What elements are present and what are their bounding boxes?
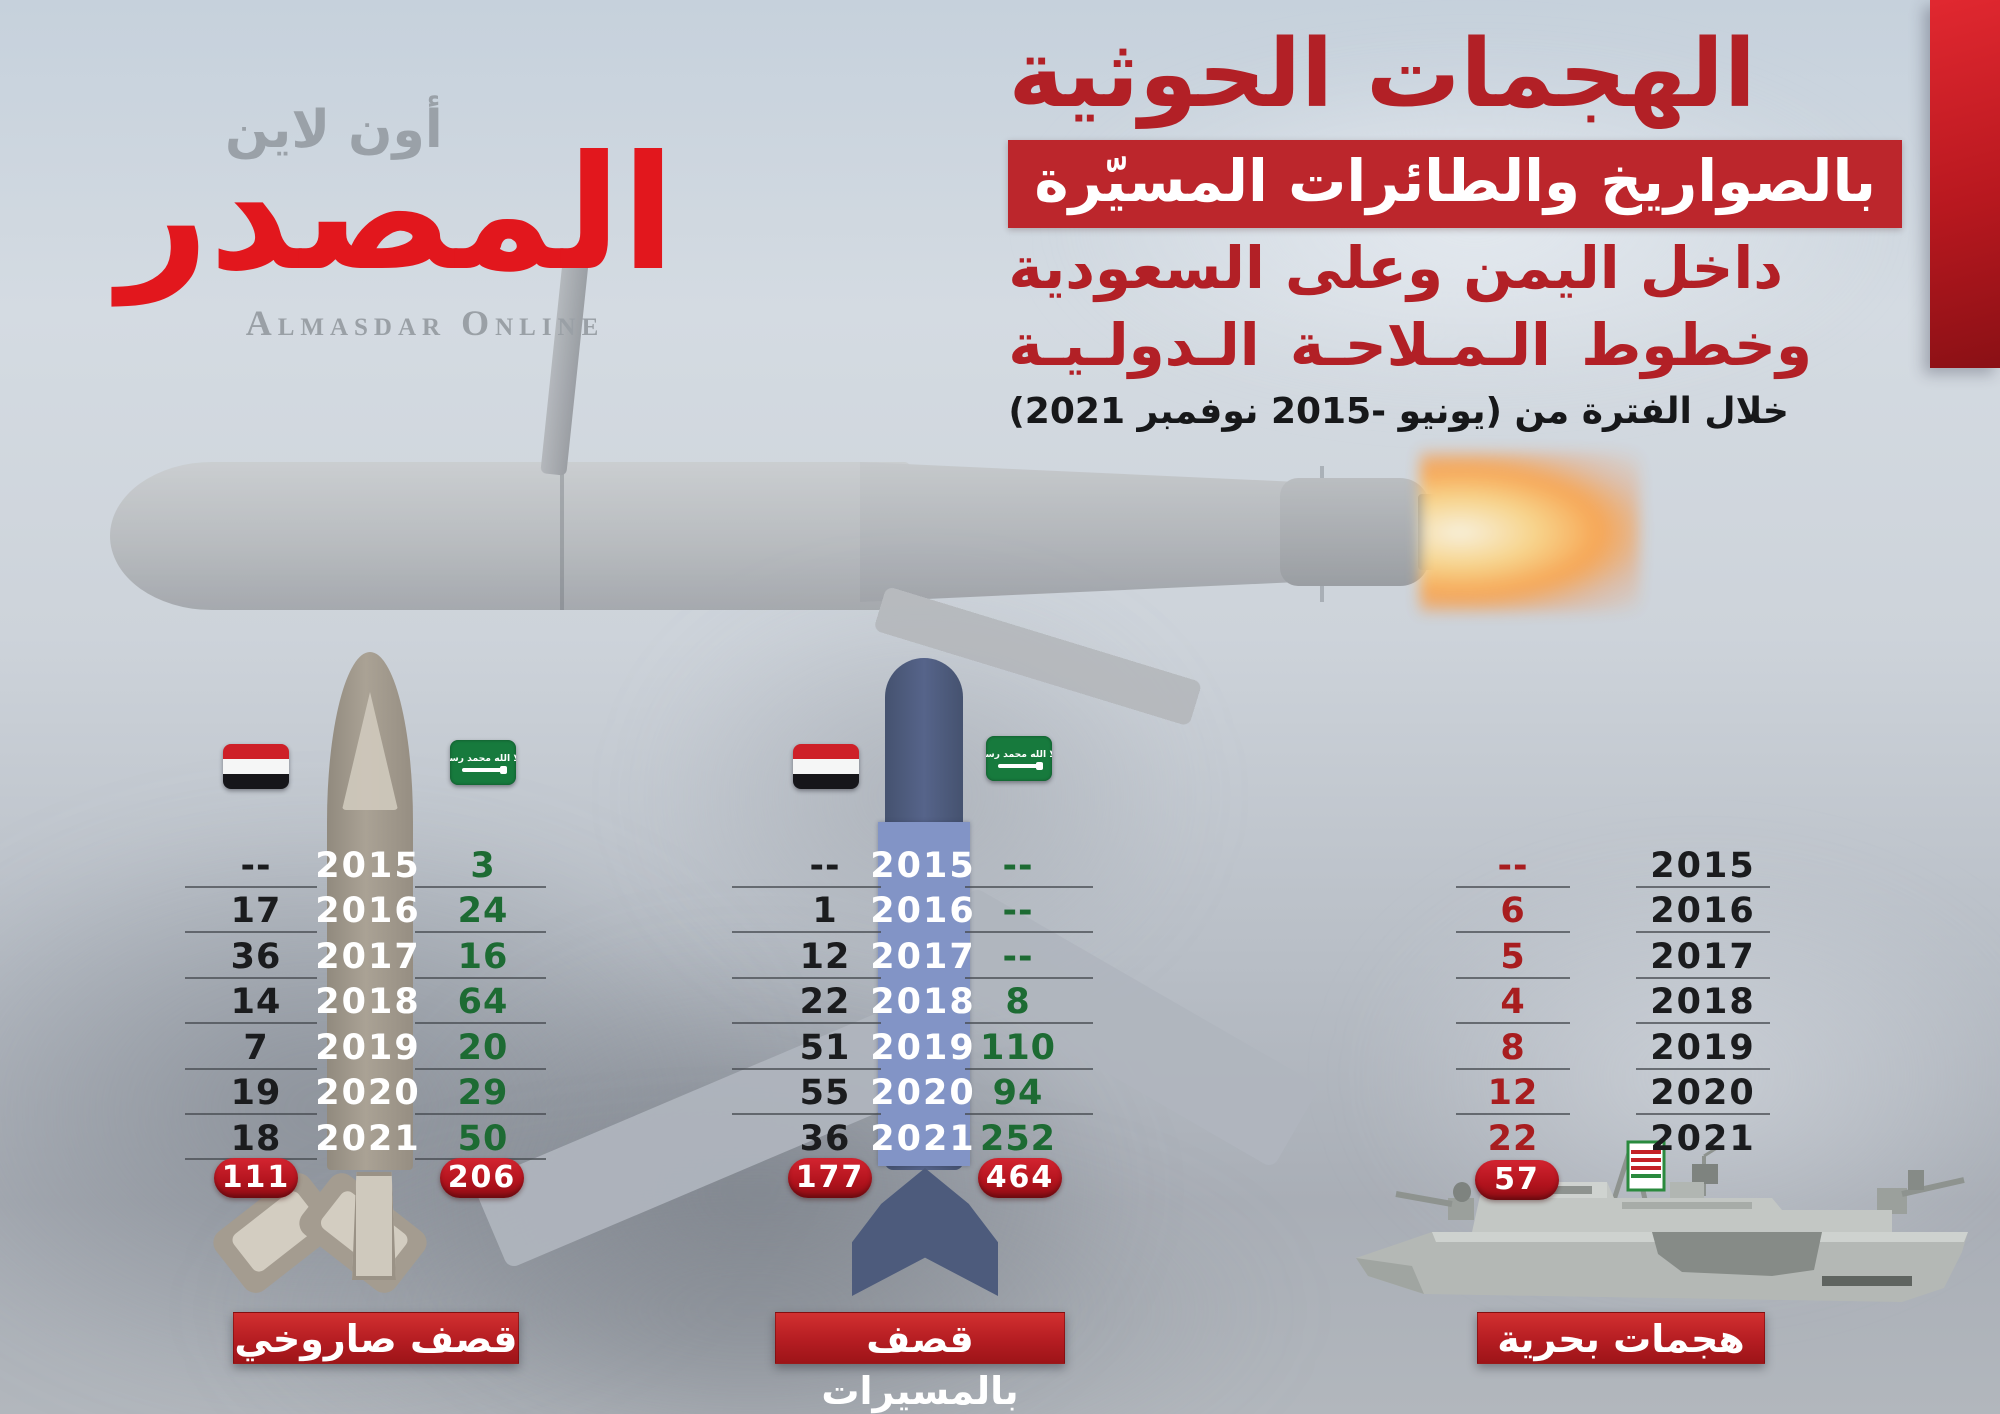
missile-nozzle bbox=[1418, 494, 1468, 570]
year-label: 2019 bbox=[315, 1028, 421, 1068]
year-label: 2018 bbox=[1650, 982, 1756, 1022]
year-label: 2018 bbox=[315, 982, 421, 1022]
missile-saudi-value: 16 bbox=[457, 937, 509, 977]
missile-saudi-total-badge: 206 bbox=[440, 1158, 524, 1198]
missile-saudi-value: 20 bbox=[457, 1028, 509, 1068]
missile-saudi-value: 64 bbox=[457, 982, 509, 1022]
year-label: 2021 bbox=[1650, 1119, 1756, 1159]
sword-icon bbox=[462, 766, 507, 774]
naval-value: 5 bbox=[1500, 937, 1526, 977]
yemen-flag bbox=[223, 744, 289, 789]
logo-almasdar-arabic: المصدر bbox=[118, 122, 676, 306]
missile-flame bbox=[1420, 452, 1640, 612]
year-label: 2016 bbox=[1650, 891, 1756, 931]
red-edge-bar bbox=[1930, 0, 2000, 368]
naval-value: 4 bbox=[1500, 982, 1526, 1022]
missile-saudi-value: 3 bbox=[470, 846, 496, 886]
drone-graphic-tail bbox=[852, 1168, 998, 1296]
missile-saudi-value: 29 bbox=[457, 1073, 509, 1113]
title-line3: وخطوط الـمـلاحـة الـدولـيـة bbox=[1008, 310, 1813, 379]
missile-yemen-value: -- bbox=[240, 846, 272, 886]
year-label: 2017 bbox=[315, 937, 421, 977]
title-banner: بالصواريخ والطائرات المسيّرة bbox=[1008, 139, 1902, 229]
naval-column-label: هجمات بحرية bbox=[1477, 1312, 1765, 1364]
missile-engine bbox=[1280, 478, 1430, 586]
year-label: 2015 bbox=[1650, 846, 1756, 886]
year-label: 2020 bbox=[1650, 1073, 1756, 1113]
yemen-flag bbox=[793, 744, 859, 789]
title-line1: الهجمات الحوثية bbox=[1008, 20, 1757, 129]
naval-value: 8 bbox=[1500, 1028, 1526, 1068]
drone-column-label: قصف بالمسيرات bbox=[775, 1312, 1065, 1413]
year-label: 2019 bbox=[1650, 1028, 1756, 1068]
missile-yemen-value: 17 bbox=[230, 891, 282, 931]
naval-value: 22 bbox=[1487, 1119, 1539, 1159]
drone-saudi-total-badge: 464 bbox=[978, 1158, 1062, 1198]
missile-yemen-value: 18 bbox=[230, 1119, 282, 1159]
missile-saudi-value: 24 bbox=[457, 891, 509, 931]
logo-arabic-online: أون لاين bbox=[225, 100, 443, 160]
missile-column-label: قصف صاروخي bbox=[233, 1312, 519, 1364]
drone-saudi-value: 94 bbox=[992, 1073, 1044, 1113]
drone-saudi-value: -- bbox=[1002, 937, 1034, 977]
patrol-boat-graphic bbox=[1352, 1136, 1977, 1340]
missile-graphic-nozzle bbox=[352, 1172, 396, 1280]
year-label: 2017 bbox=[1650, 937, 1756, 977]
title-period: خلال الفترة من (يونيو -2015 نوفمبر 2021) bbox=[1008, 391, 1789, 433]
naval-value: -- bbox=[1497, 846, 1529, 886]
naval-total-badge: 57 bbox=[1475, 1160, 1559, 1200]
year-label: 2021 bbox=[315, 1119, 421, 1159]
drone-saudi-value: -- bbox=[1002, 846, 1034, 886]
title-block: الهجمات الحوثية بالصواريخ والطائرات المس… bbox=[1008, 16, 1902, 436]
saudi-flag: لا إله إلا الله محمد رسول الله bbox=[986, 736, 1052, 781]
missile-yemen-value: 19 bbox=[230, 1073, 282, 1113]
year-label: 2020 bbox=[315, 1073, 421, 1113]
year-label: 2016 bbox=[315, 891, 421, 931]
missile-yemen-value: 7 bbox=[243, 1028, 269, 1068]
missile-yemen-total-badge: 111 bbox=[214, 1158, 298, 1198]
saudi-flag: لا إله إلا الله محمد رسول الله bbox=[450, 740, 516, 785]
missile-yemen-value: 14 bbox=[230, 982, 282, 1022]
logo-almasdar-english: Almasdar Online bbox=[245, 303, 605, 343]
drone-saudi-value: -- bbox=[1002, 891, 1034, 931]
drone-saudi-value: 252 bbox=[979, 1119, 1057, 1159]
year-label: 2015 bbox=[315, 846, 421, 886]
drone-saudi-value: 8 bbox=[1005, 982, 1031, 1022]
naval-value: 6 bbox=[1500, 891, 1526, 931]
missile-yemen-value: 36 bbox=[230, 937, 282, 977]
title-line2: داخل اليمن وعلى السعودية bbox=[1008, 234, 1784, 303]
sword-icon bbox=[998, 762, 1043, 770]
missile-saudi-value: 50 bbox=[457, 1119, 509, 1159]
naval-value: 12 bbox=[1487, 1073, 1539, 1113]
drone-yemen-total-badge: 177 bbox=[788, 1158, 872, 1198]
drone-saudi-value: 110 bbox=[979, 1028, 1057, 1068]
